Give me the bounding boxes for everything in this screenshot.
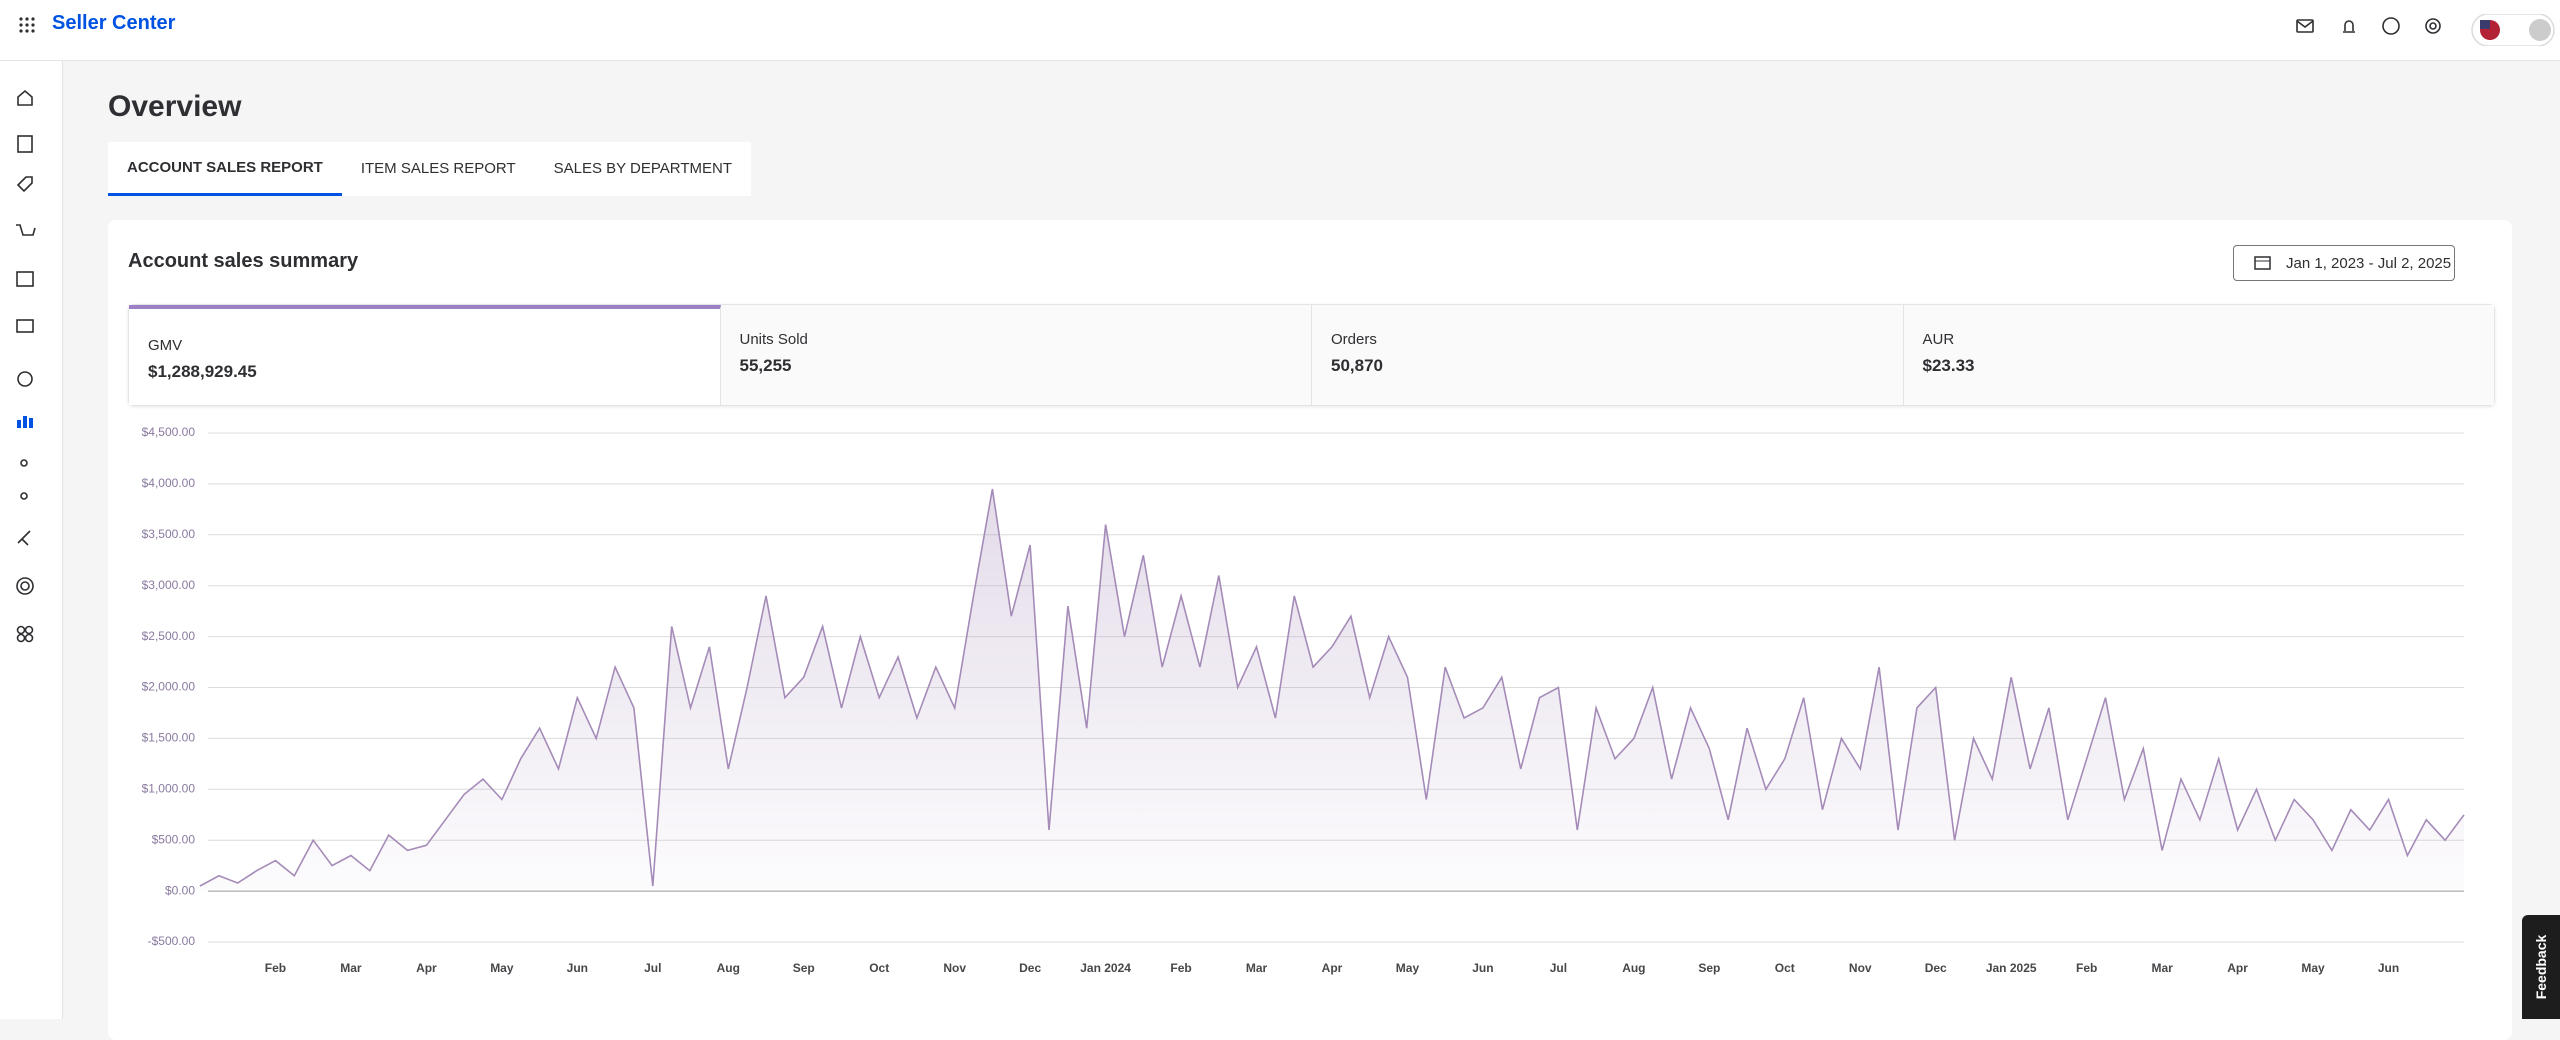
page: {"header":{"brand":"Seller Center"}, "pa… bbox=[0, 0, 2560, 1019]
brand[interactable]: Seller Center bbox=[52, 12, 176, 34]
feedback-label[interactable]: Feedback bbox=[2533, 934, 2549, 1000]
x-tick-label: Jul bbox=[644, 961, 661, 975]
x-tick-label: Jun bbox=[567, 961, 588, 975]
summary-title: Account sales summary bbox=[128, 250, 359, 272]
x-tick-label: Oct bbox=[869, 961, 889, 975]
x-tick-label: Jun bbox=[1472, 961, 1493, 975]
x-tick-label: Apr bbox=[416, 961, 437, 975]
metric-value: $23.33 bbox=[1922, 356, 1975, 375]
metric-label: GMV bbox=[148, 337, 183, 354]
y-tick-label: $2,000.00 bbox=[142, 680, 196, 694]
sidebar bbox=[0, 61, 63, 1019]
x-tick-label: Apr bbox=[1322, 961, 1343, 975]
x-tick-label: Nov bbox=[943, 961, 966, 975]
x-tick-label: Nov bbox=[1849, 961, 1872, 975]
x-tick-label: Feb bbox=[1170, 961, 1191, 975]
x-tick-label: Jun bbox=[2378, 961, 2399, 975]
feedback-button[interactable] bbox=[2522, 915, 2560, 1019]
x-tick-label: Mar bbox=[340, 961, 362, 975]
x-tick-label: Apr bbox=[2227, 961, 2248, 975]
y-tick-label: $3,500.00 bbox=[142, 527, 196, 541]
metric-value: 55,255 bbox=[739, 356, 792, 375]
y-tick-label: $4,500.00 bbox=[142, 425, 196, 439]
y-tick-label: $3,000.00 bbox=[142, 578, 196, 592]
metric-tabs: GMV $1,288,929.45 Units Sold 55,255 Orders… bbox=[128, 304, 2495, 406]
y-tick-label: $0.00 bbox=[165, 883, 195, 897]
x-tick-label: Feb bbox=[2076, 961, 2097, 975]
y-tick-label: $1,000.00 bbox=[142, 781, 196, 795]
x-tick-label: Mar bbox=[2151, 961, 2173, 975]
x-tick-label: Mar bbox=[1246, 961, 1268, 975]
calendar-icon bbox=[2254, 256, 2271, 270]
x-tick-label: Aug bbox=[717, 961, 740, 975]
tab[interactable]: SALES BY DEPARTMENT bbox=[553, 160, 732, 177]
y-tick-label: $4,000.00 bbox=[142, 476, 196, 490]
area bbox=[200, 489, 2464, 892]
metric-label: Units Sold bbox=[739, 331, 808, 348]
tab[interactable]: ACCOUNT SALES REPORT bbox=[108, 142, 342, 196]
x-tick-label: May bbox=[2301, 961, 2325, 975]
x-tick-label: Sep bbox=[1698, 961, 1720, 975]
metric[interactable]: Orders 50,870 bbox=[1312, 305, 1904, 405]
tab[interactable]: ITEM SALES REPORT bbox=[360, 160, 516, 177]
y-tick-label: $500.00 bbox=[152, 832, 196, 846]
x-tick-label: Feb bbox=[265, 961, 286, 975]
x-tick-label: Aug bbox=[1622, 961, 1645, 975]
y-tick-label: $1,500.00 bbox=[142, 731, 196, 745]
x-tick-label: Jan 2024 bbox=[1080, 961, 1131, 975]
x-tick-label: Dec bbox=[1019, 961, 1041, 975]
x-tick-label: Jul bbox=[1550, 961, 1567, 975]
page-title: Overview bbox=[108, 90, 242, 123]
x-tick-label: Oct bbox=[1775, 961, 1795, 975]
header: Seller Center bbox=[0, 0, 2560, 61]
x-tick-label: Sep bbox=[793, 961, 815, 975]
menu-icon[interactable] bbox=[18, 16, 36, 34]
tabs: ACCOUNT SALES REPORT ITEM SALES REPORT S… bbox=[108, 142, 751, 196]
x-tick-label: Jan 2025 bbox=[1986, 961, 2037, 975]
sidebar-icons[interactable] bbox=[0, 61, 62, 661]
x-tick-label: May bbox=[490, 961, 514, 975]
metric-label: AUR bbox=[1922, 331, 1955, 348]
metric[interactable]: AUR $23.33 bbox=[1903, 305, 2494, 405]
metric-value: 50,870 bbox=[1331, 356, 1383, 375]
y-tick-label: $2,500.00 bbox=[142, 629, 196, 643]
metric-value: $1,288,929.45 bbox=[148, 362, 257, 381]
chart: -$500.00 $0.00 $500.00 $1,000.00 $1,500.00 $2… bbox=[142, 425, 2465, 975]
x-tick-label: May bbox=[1396, 961, 1420, 975]
metric-label: Orders bbox=[1331, 331, 1377, 348]
x-tick-label: Dec bbox=[1925, 961, 1947, 975]
header-icons[interactable] bbox=[2296, 14, 2556, 46]
metric[interactable]: GMV $1,288,929.45 bbox=[129, 305, 721, 405]
metric[interactable]: Units Sold 55,255 bbox=[720, 305, 1312, 405]
line bbox=[199, 488, 2465, 887]
y-tick-label: -$500.00 bbox=[148, 934, 196, 948]
